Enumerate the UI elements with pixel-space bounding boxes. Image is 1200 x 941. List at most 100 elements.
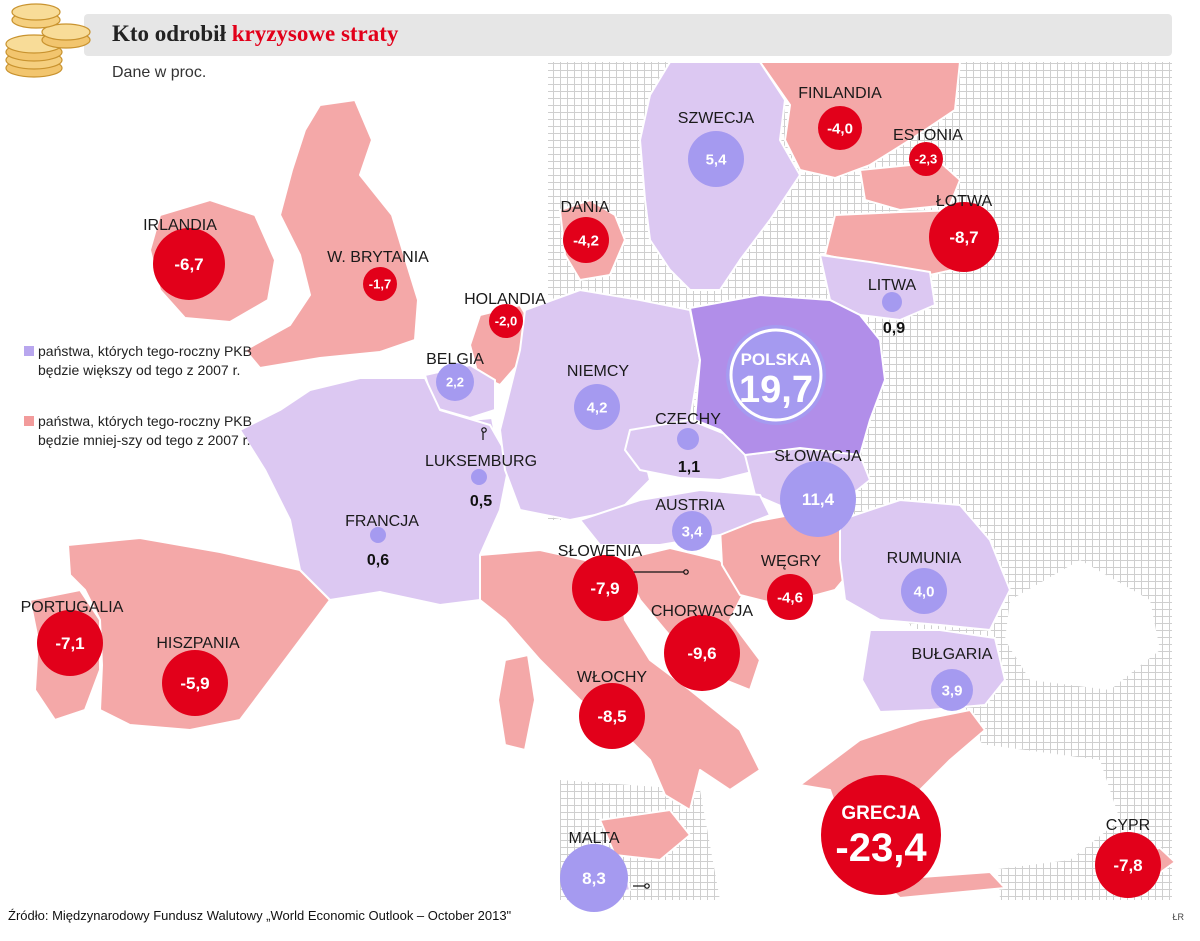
- country-name-w-brytania: W. BRYTANIA: [327, 249, 429, 266]
- value-polska: 19,7: [739, 369, 813, 411]
- value-circles: [37, 106, 1161, 912]
- legend-growth-label: państwa, których tego-roczny PKB będzie …: [38, 343, 252, 378]
- land-romania: [839, 499, 1011, 631]
- land-sicily: [599, 809, 691, 861]
- country-name-finlandia: FINLANDIA: [798, 85, 882, 102]
- source-note: Źródło: Międzynarodowy Fundusz Walutowy …: [8, 908, 512, 923]
- country-name-francja: FRANCJA: [345, 513, 419, 530]
- country-name-chorwacja: CHORWACJA: [651, 603, 754, 620]
- country-name-czechy: CZECHY: [655, 411, 721, 428]
- circle-czechy: [677, 428, 699, 450]
- circle-francja: [370, 527, 386, 543]
- country-name-malta: MALTA: [569, 830, 620, 847]
- legend-growth: państwa, których tego-roczny PKB będzie …: [24, 342, 253, 380]
- circle-litwa: [882, 292, 902, 312]
- value-w-brytania: -1,7: [369, 277, 391, 292]
- value-estonia: -2,3: [915, 152, 937, 167]
- value-rumunia: 4,0: [914, 583, 935, 600]
- value-portugalia: -7,1: [55, 634, 84, 653]
- circle-łotwa: [929, 202, 999, 272]
- circle-holandia: [489, 304, 523, 338]
- header-bar: [84, 14, 1172, 56]
- value-słowenia: -7,9: [590, 579, 619, 598]
- country-name-włochy: WŁOCHY: [577, 669, 648, 686]
- circle-hiszpania: [162, 650, 228, 716]
- value-finlandia: -4,0: [827, 120, 853, 137]
- country-name-luksemburg: LUKSEMBURG: [425, 453, 537, 470]
- author-credit: ŁR: [1172, 912, 1184, 922]
- land-uk: [244, 99, 419, 369]
- legend-growth-swatch: [24, 346, 34, 356]
- circle-polska: [726, 325, 826, 425]
- land-sardinia: [497, 654, 536, 751]
- circle-luksemburg: [471, 469, 487, 485]
- value-holandia: -2,0: [495, 314, 517, 329]
- country-name-belgia: BELGIA: [426, 351, 484, 368]
- circle-finlandia: [818, 106, 862, 150]
- leader-lines: [481, 427, 689, 889]
- value-węgry: -4,6: [777, 589, 803, 606]
- country-name-rumunia: RUMUNIA: [887, 550, 962, 567]
- country-name-portugalia: PORTUGALIA: [21, 599, 124, 616]
- growth-land: [239, 61, 1011, 893]
- value-niemcy: 4,2: [587, 399, 608, 416]
- circle-portugalia: [37, 610, 103, 676]
- country-name-irlandia: IRLANDIA: [143, 217, 217, 234]
- subtitle: Dane w proc.: [112, 64, 207, 81]
- value-belgia: 2,2: [446, 375, 464, 390]
- circle-słowacja: [780, 461, 856, 537]
- circle-austria: [672, 511, 712, 551]
- country-name-hiszpania: HISZPANIA: [156, 635, 240, 652]
- country-name-polska: POLSKA: [741, 350, 812, 369]
- circle-cypr: [1095, 832, 1161, 898]
- legend-loss: państwa, których tego-roczny PKB będzie …: [24, 412, 253, 450]
- mediterranean-east: [950, 740, 1120, 870]
- country-name-łotwa: ŁOTWA: [936, 193, 993, 210]
- circle-grecja: [821, 775, 941, 895]
- country-name-holandia: HOLANDIA: [464, 291, 546, 308]
- country-name-bułgaria: BUŁGARIA: [912, 646, 993, 663]
- value-litwa: 0,9: [883, 320, 905, 337]
- country-name-węgry: WĘGRY: [761, 553, 821, 570]
- country-name-niemcy: NIEMCY: [567, 363, 630, 380]
- value-cypr: -7,8: [1113, 856, 1142, 875]
- country-name-estonia: ESTONIA: [893, 127, 963, 144]
- circle-dania: [563, 217, 609, 263]
- country-name-grecja: GRECJA: [841, 803, 920, 824]
- coins-icon: [5, 3, 91, 78]
- circle-rumunia: [901, 568, 947, 614]
- circle-szwecja: [688, 131, 744, 187]
- value-słowacja: 11,4: [802, 490, 835, 509]
- circle-węgry: [767, 574, 813, 620]
- country-name-słowenia: SŁOWENIA: [558, 543, 643, 560]
- circle-chorwacja: [664, 615, 740, 691]
- value-grecja: -23,4: [835, 826, 927, 870]
- value-dania: -4,2: [573, 232, 599, 249]
- page-title: Kto odrobił kryzysowe straty: [112, 21, 398, 47]
- country-name-słowacja: SŁOWACJA: [774, 448, 862, 465]
- value-francja: 0,6: [367, 552, 389, 569]
- value-czechy: 1,1: [678, 459, 700, 476]
- country-labels: IRLANDIA -6,7 W. BRYTANIA -1,7 HOLANDIA -2,0 B…: [21, 85, 1151, 888]
- black-sea: [1005, 560, 1160, 690]
- value-włochy: -8,5: [597, 707, 626, 726]
- circle-belgia: [436, 363, 474, 401]
- circle-włochy: [579, 683, 645, 749]
- land-spain: [67, 537, 331, 731]
- legend-loss-label: państwa, których tego-roczny PKB będzie …: [38, 413, 252, 448]
- country-name-cypr: CYPR: [1106, 817, 1150, 834]
- value-hiszpania: -5,9: [180, 674, 209, 693]
- value-łotwa: -8,7: [949, 228, 978, 247]
- circle-irlandia: [153, 228, 225, 300]
- country-name-dania: DANIA: [561, 199, 610, 216]
- value-chorwacja: -9,6: [687, 644, 716, 663]
- title-part-1: Kto odrobił: [112, 21, 232, 46]
- value-bułgaria: 3,9: [942, 682, 963, 699]
- circle-niemcy: [574, 384, 620, 430]
- land-austria: [579, 489, 771, 546]
- value-szwecja: 5,4: [706, 151, 728, 168]
- circle-bułgaria: [931, 669, 973, 711]
- value-malta: 8,3: [582, 869, 606, 888]
- value-austria: 3,4: [682, 523, 704, 540]
